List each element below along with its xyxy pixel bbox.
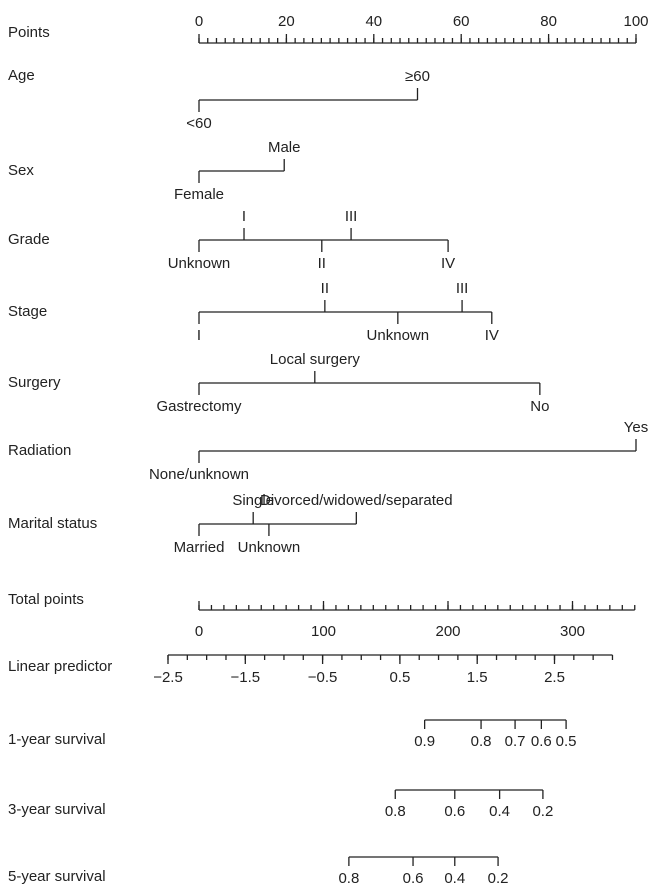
- survival-label: 0.6: [444, 803, 465, 820]
- tick-label: 80: [540, 13, 557, 30]
- row-name: Grade: [8, 231, 50, 248]
- level-label: III: [345, 208, 358, 225]
- level-label: IV: [485, 327, 499, 344]
- tick-label: 100: [623, 13, 648, 30]
- survival-label: 0.8: [338, 870, 359, 887]
- level-label: IV: [441, 255, 455, 272]
- survival-label: 0.4: [444, 870, 465, 887]
- level-label: Gastrectomy: [156, 398, 242, 415]
- level-label: Unknown: [168, 255, 231, 272]
- tick-label: 1.5: [467, 669, 488, 686]
- level-label: I: [197, 327, 201, 344]
- level-label: Unknown: [238, 539, 301, 556]
- tick-label: 100: [311, 623, 336, 640]
- row-name: Stage: [8, 303, 47, 320]
- tick-label: 2.5: [544, 669, 565, 686]
- row-name: Marital status: [8, 515, 97, 532]
- row-name: 1-year survival: [8, 731, 106, 748]
- level-label: II: [318, 255, 326, 272]
- survival-label: 0.8: [385, 803, 406, 820]
- survival-label: 0.6: [531, 733, 552, 750]
- row-name: 5-year survival: [8, 868, 106, 885]
- row-name: Surgery: [8, 374, 61, 391]
- row-name: 3-year survival: [8, 801, 106, 818]
- tick-label: 300: [560, 623, 585, 640]
- level-label: No: [530, 398, 549, 415]
- level-label: Single: [232, 492, 274, 509]
- survival-label: 0.7: [505, 733, 526, 750]
- survival-label: 0.2: [532, 803, 553, 820]
- level-label: Married: [174, 539, 225, 556]
- level-label: Divorced/widowed/separated: [260, 492, 453, 509]
- tick-label: −1.5: [230, 669, 260, 686]
- level-label: Female: [174, 186, 224, 203]
- survival-label: 0.9: [414, 733, 435, 750]
- tick-label: 60: [453, 13, 470, 30]
- axis-name: Linear predictor: [8, 658, 112, 675]
- level-label: Yes: [624, 419, 648, 436]
- row-name: Sex: [8, 162, 34, 179]
- tick-label: −2.5: [153, 669, 183, 686]
- tick-label: 20: [278, 13, 295, 30]
- tick-label: 0.5: [389, 669, 410, 686]
- survival-label: 0.6: [403, 870, 424, 887]
- axis-name: Total points: [8, 591, 84, 608]
- level-label: <60: [186, 115, 211, 132]
- survival-label: 0.4: [489, 803, 510, 820]
- level-label: ≥60: [405, 68, 430, 85]
- row-name: Radiation: [8, 442, 71, 459]
- tick-label: 40: [365, 13, 382, 30]
- row-name: Age: [8, 67, 35, 84]
- level-label: Local surgery: [270, 351, 361, 368]
- survival-label: 0.2: [488, 870, 509, 887]
- level-label: Male: [268, 139, 301, 156]
- tick-label: −0.5: [308, 669, 338, 686]
- level-label: I: [242, 208, 246, 225]
- tick-label: 200: [435, 623, 460, 640]
- level-label: III: [456, 280, 469, 297]
- level-label: None/unknown: [149, 466, 249, 483]
- level-label: II: [321, 280, 329, 297]
- survival-label: 0.5: [556, 733, 577, 750]
- survival-label: 0.8: [471, 733, 492, 750]
- tick-label: 0: [195, 13, 203, 30]
- tick-label: 0: [195, 623, 203, 640]
- level-label: Unknown: [367, 327, 430, 344]
- axis-name: Points: [8, 24, 50, 41]
